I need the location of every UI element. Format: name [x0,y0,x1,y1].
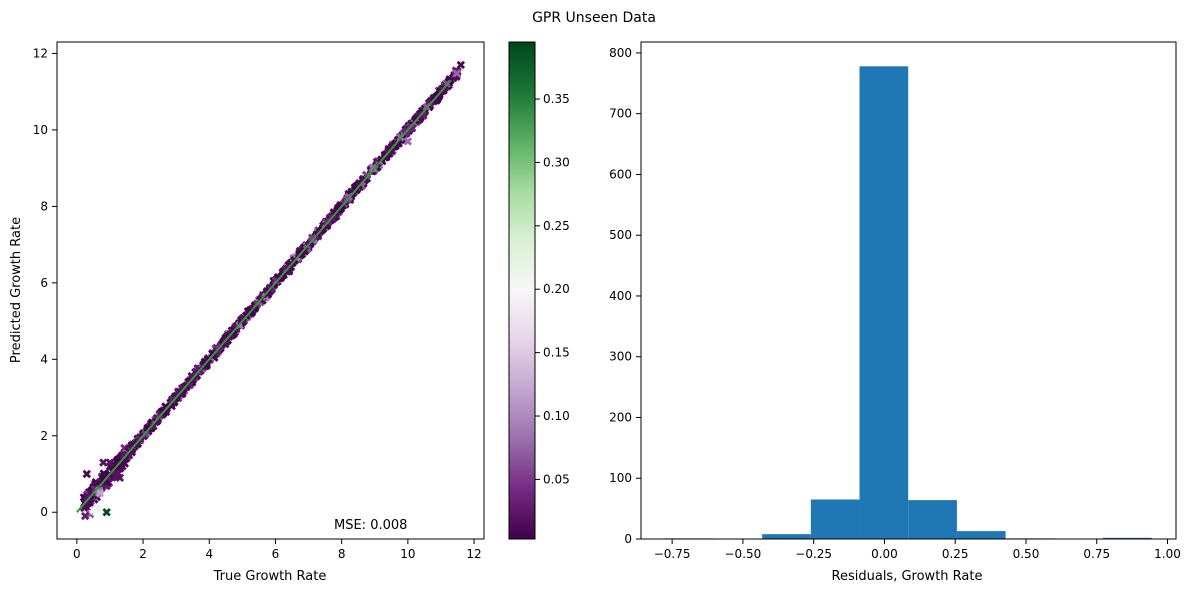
histogram-y-tick-label: 600 [609,167,632,181]
scatter-point [452,69,462,78]
scatter-x-tick-label: 8 [338,547,346,561]
scatter-point [202,360,211,370]
colorbar: 0.05 0.10 0.15 0.20 0.25 0.30 0.35 [508,41,570,540]
scatter-x-tick-label: 4 [205,547,213,561]
scatter-y-tick-label: 12 [33,46,48,60]
histogram-y-tick-label: 700 [609,107,632,121]
scatter-point [143,423,152,433]
colorbar-tick-label: 0.10 [543,409,570,423]
scatter-point [456,60,466,70]
histogram-x-tick-label: 1.00 [1154,547,1181,561]
scatter-point [403,137,413,146]
colorbar-tick-label: 0.20 [543,282,570,296]
scatter-y-tick-label: 2 [40,429,48,443]
histogram-x-tick-label: 0.25 [942,547,969,561]
scatter-annotation: MSE: 0.008 [334,518,407,533]
scatter-panel: 0 2 4 6 8 10 12 0 2 4 6 8 10 12 MSE: 0.008 True Grow… [9,41,485,584]
histogram-bars [664,66,1152,540]
scatter-point [263,289,272,299]
histogram-bar [762,534,811,539]
scatter-point [307,233,317,242]
scatter-point [89,506,98,515]
colorbar-tick-label: 0.05 [543,472,570,486]
scatter-point [118,462,127,471]
scatter-point [105,458,115,467]
scatter-y-label: Predicted Growth Rate [9,217,24,363]
scatter-x-tick-label: 6 [272,547,280,561]
histogram-x-tick-label: −0.25 [795,547,832,561]
histogram-x-axis: −0.75 −0.50 −0.25 0.00 0.25 0.50 0.75 1.00 [654,539,1181,561]
histogram-x-tick-label: 0.00 [871,547,898,561]
colorbar-tick-label: 0.35 [543,92,570,106]
scatter-y-tick-label: 8 [40,199,48,213]
scatter-point [82,469,91,479]
histogram-y-tick-label: 100 [609,471,632,485]
histogram-frame [640,41,1177,540]
scatter-x-axis: 0 2 4 6 8 10 12 [73,539,482,561]
histogram-y-tick-label: 400 [609,289,632,303]
histogram-y-tick-label: 800 [609,46,632,60]
histogram-y-tick-label: 300 [609,350,632,364]
scatter-point [95,488,105,498]
scatter-point [284,265,294,275]
histogram-panel: −0.75 −0.50 −0.25 0.00 0.25 0.50 0.75 1.00 0 100… [609,41,1181,584]
scatter-point [385,149,394,158]
histogram-bar [956,531,1006,539]
histogram-bar [1102,537,1152,539]
scatter-x-label: True Growth Rate [213,569,327,584]
histogram-bar [859,66,909,540]
scatter-x-tick-label: 10 [400,547,415,561]
histogram-y-tick-label: 200 [609,410,632,424]
colorbar-tick-label: 0.25 [543,219,570,233]
histogram-y-tick-label: 500 [609,228,632,242]
scatter-point [175,387,184,396]
colorbar-tick-label: 0.15 [543,346,570,360]
scatter-point [115,473,125,483]
scatter-x-tick-label: 0 [73,547,81,561]
scatter-point [80,511,90,521]
figure-title: GPR Unseen Data [532,10,656,26]
scatter-point [98,476,107,485]
scatter-frame [56,41,485,540]
scatter-y-tick-label: 4 [40,352,48,366]
scatter-y-tick-label: 10 [33,123,48,137]
histogram-x-label: Residuals, Growth Rate [832,569,983,584]
histogram-x-tick-label: 0.50 [1013,547,1040,561]
scatter-x-tick-label: 12 [466,547,481,561]
scatter-y-tick-label: 6 [40,276,48,290]
scatter-point [81,500,91,509]
histogram-x-tick-label: −0.75 [654,547,691,561]
colorbar-tick-label: 0.30 [543,155,570,169]
scatter-y-axis: 0 2 4 6 8 10 12 [33,46,57,519]
scatter-point [167,395,177,404]
colorbar-ticks: 0.05 0.10 0.15 0.20 0.25 0.30 0.35 [535,92,570,486]
scatter-x-tick-label: 2 [139,547,147,561]
histogram-x-tick-label: −0.50 [725,547,762,561]
scatter-point [245,306,254,315]
colorbar-gradient [508,41,536,540]
scatter-point [102,508,111,517]
scatter-point [354,180,363,190]
scatter-point [99,458,108,467]
scatter-point [99,469,108,478]
identity-line [76,79,452,513]
scatter-y-tick-label: 0 [40,505,48,519]
histogram-bar [908,500,957,539]
histogram-y-axis: 0 100 200 300 400 500 600 700 800 [609,46,641,546]
histogram-bar [810,499,860,539]
histogram-y-tick-label: 0 [624,532,632,546]
histogram-x-tick-label: 0.75 [1083,547,1110,561]
